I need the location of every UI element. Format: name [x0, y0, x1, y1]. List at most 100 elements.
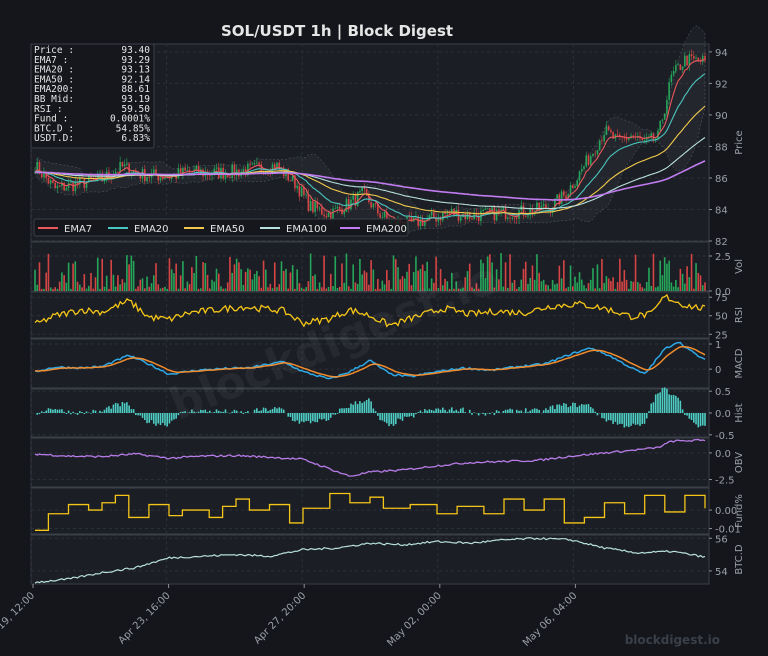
hist-bar [565, 403, 567, 413]
y-axis-label: OBV [734, 452, 745, 473]
hist-bar [439, 409, 442, 413]
hist-bar [623, 413, 626, 428]
volume-bar [645, 282, 648, 291]
volume-bar [507, 288, 509, 291]
hist-bar [276, 408, 278, 413]
hist-bar [314, 413, 316, 422]
hist-bar [672, 394, 675, 413]
volume-bar [368, 284, 370, 291]
hist-bar [303, 413, 305, 423]
volume-bar [554, 284, 556, 291]
candle-body [386, 212, 388, 219]
candle-body [686, 55, 688, 66]
candle-body [341, 208, 343, 215]
volume-bar [598, 288, 601, 291]
volume-bar [38, 262, 41, 291]
hist-bar [442, 407, 444, 413]
candle-body [594, 153, 597, 155]
volume-bar [121, 279, 124, 291]
candle-body [704, 55, 706, 61]
volume-bar [213, 281, 216, 291]
candle-body [500, 209, 502, 212]
hist-bar [307, 413, 310, 421]
volume-bar [489, 254, 491, 291]
candle-body [477, 216, 480, 222]
volume-bar [504, 262, 507, 291]
hist-bar [390, 413, 393, 425]
hist-bar [208, 410, 211, 413]
candle-body [368, 194, 370, 203]
hist-bar [273, 407, 276, 413]
volume-bar [419, 268, 422, 291]
volume-bar [363, 270, 366, 291]
volume-bar [327, 286, 330, 291]
hist-bar [278, 407, 281, 413]
hist-bar [139, 413, 142, 416]
volume-bar [143, 288, 146, 291]
hist-bar [126, 402, 128, 413]
volume-bar [412, 271, 415, 291]
volume-bar [605, 276, 608, 291]
hist-bar [701, 413, 704, 426]
hist-bar [545, 408, 547, 413]
candle-body [139, 174, 142, 179]
volume-bar [569, 265, 572, 291]
hist-bar [61, 409, 63, 413]
hist-bar [424, 409, 426, 413]
candle-body [182, 167, 184, 175]
hist-bar [574, 402, 576, 413]
y-tick-label: 0.0 [715, 409, 731, 420]
hist-bar [173, 413, 175, 420]
candle-body [334, 208, 337, 210]
volume-bar [99, 288, 101, 291]
hist-bar [370, 401, 372, 413]
hist-bar [645, 413, 648, 419]
hist-bar [661, 387, 664, 413]
volume-bar [45, 272, 48, 291]
volume-bar [173, 273, 175, 291]
candle-body [365, 188, 368, 195]
volume-bar [289, 272, 292, 291]
hist-bar [132, 409, 135, 413]
hist-bar [654, 394, 657, 413]
candle-body [300, 187, 303, 197]
hist-bar [690, 413, 693, 420]
volume-bar [146, 276, 148, 291]
volume-bar [170, 269, 173, 291]
volume-bar [641, 287, 644, 291]
hist-bar [222, 411, 225, 413]
candle-body [522, 205, 525, 216]
candle-body [491, 207, 493, 212]
volume-bar [63, 275, 65, 291]
volume-bar [43, 288, 45, 291]
volume-bar [410, 285, 413, 291]
info-value: 92.14 [121, 74, 150, 85]
candle-body [251, 163, 254, 165]
volume-bar [666, 263, 668, 291]
candle-body [697, 57, 700, 61]
y-tick-label: 2.5 [715, 252, 731, 263]
hist-bar [569, 406, 572, 413]
candle-body [354, 195, 357, 206]
hist-bar [244, 411, 247, 413]
volume-bar [206, 274, 209, 291]
panel-rsi: 25 50 75 RSI [30, 291, 745, 341]
hist-bar [471, 413, 473, 415]
candle-body [336, 206, 339, 209]
volume-bar [659, 260, 661, 291]
info-label: Fund : [34, 114, 68, 125]
volume-bar [155, 263, 157, 291]
volume-bar [607, 278, 610, 291]
candle-body [605, 126, 608, 136]
candle-body [379, 213, 381, 218]
volume-bar [386, 270, 388, 291]
candle-body [195, 165, 198, 170]
hist-bar [652, 402, 655, 413]
volume-bar [159, 288, 162, 291]
volume-bar [704, 282, 706, 291]
legend-label-ema100: EMA100 [286, 224, 327, 235]
candle-body [63, 182, 65, 191]
volume-bar [132, 260, 135, 291]
volume-bar [500, 253, 502, 291]
